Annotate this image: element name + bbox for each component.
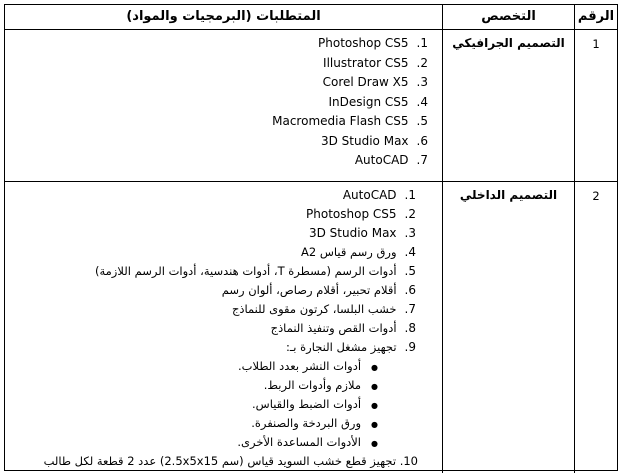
- bullet-icon: ●: [371, 401, 378, 410]
- item-text: أدوات القص وتنفيذ النماذج: [270, 321, 397, 335]
- row2-requirements-cell: 1. AutoCAD 2. Photoshop CS5 3. 3D Studio…: [5, 182, 442, 473]
- item-text: 3D Studio Max: [308, 226, 397, 240]
- bullet-item: ● ورق البردخة والصنفرة.: [9, 416, 378, 435]
- bullet-item: ● أدوات النشر بعدد الطلاب.: [9, 359, 378, 378]
- item-text: Photoshop CS5: [318, 36, 409, 50]
- bullet-item: ● الأدوات المساعدة الأخرى.: [9, 435, 378, 454]
- item-text: AutoCAD: [342, 188, 397, 202]
- bullet-text: أدوات النشر بعدد الطلاب.: [238, 359, 362, 373]
- item-number: 7.: [416, 153, 428, 167]
- item-number: 5.: [416, 114, 428, 128]
- item-number: 1.: [416, 36, 428, 50]
- requirement-item: 6. أقلام تحبير، أقلام رصاص، ألوان رسم: [9, 283, 416, 302]
- bullet-text: ورق البردخة والصنفرة.: [251, 416, 362, 430]
- row1-number: 1: [574, 30, 617, 181]
- row2-specialization: التصميم الداخلي: [442, 182, 574, 473]
- item-text: AutoCAD: [354, 153, 409, 167]
- item-number: 2.: [416, 55, 428, 70]
- item-number: 5.: [404, 264, 416, 278]
- header-cell-specialization: التخصص: [442, 5, 574, 29]
- item-text: أدوات الرسم (مسطرة T، أدوات هندسية، أدوا…: [95, 264, 397, 278]
- table-row-graphic-design: 1 التصميم الجرافيكي 1. Photoshop CS5 2. …: [5, 30, 617, 182]
- item-text: ورق رسم قياس A2: [300, 245, 397, 259]
- item-number: 3.: [404, 226, 416, 240]
- bullet-icon: ●: [371, 420, 378, 429]
- requirement-item: 8. أدوات القص وتنفيذ النماذج: [9, 321, 416, 340]
- item-text: أقلام تحبير، أقلام رصاص، ألوان رسم: [221, 283, 397, 297]
- item-text: تجهيز مشغل النجارة بـ:: [286, 340, 397, 354]
- bullet-item: ● أدوات الضبط والقياس.: [9, 397, 378, 416]
- requirement-item-10: 10. تجهيز قطع خشب السويد قياس ‪(2.5x5x15…: [43, 454, 418, 468]
- requirement-item: 7. خشب البلسا، كرتون مقوى للنماذج: [9, 302, 416, 321]
- bullet-text: الأدوات المساعدة الأخرى.: [237, 435, 362, 449]
- requirement-item: 2. Photoshop CS5: [9, 207, 416, 226]
- item-text: Corel Draw X5: [322, 75, 409, 89]
- bullet-icon: ●: [371, 439, 378, 448]
- item-number: 2.: [404, 207, 416, 221]
- bullet-icon: ●: [371, 382, 378, 391]
- requirement-item: 5. Macromedia Flash CS5: [9, 114, 428, 134]
- requirements-table: الرقم التخصص المتطلبات (البرمجيات والموا…: [4, 4, 618, 473]
- bullet-text: ملازم وأدوات الربط.: [263, 378, 362, 392]
- header-cell-number: الرقم: [574, 5, 617, 29]
- requirement-item: 4. InDesign CS5: [9, 94, 429, 115]
- requirement-item: 7. AutoCAD: [9, 153, 428, 173]
- header-cell-requirements: المتطلبات (البرمجيات والمواد): [126, 9, 321, 24]
- requirement-item: 5. أدوات الرسم (مسطرة T، أدوات هندسية، أ…: [9, 264, 416, 283]
- row1-specialization: التصميم الجرافيكي: [442, 30, 574, 181]
- row1-requirements-cell: 1. Photoshop CS5 2. Illustrator CS5 3. C…: [5, 30, 442, 181]
- item-number: 9.: [404, 340, 416, 354]
- item-text: 3D Studio Max: [320, 133, 409, 148]
- bullet-icon: ●: [371, 363, 378, 372]
- requirement-item: 3. 3D Studio Max: [9, 226, 416, 245]
- requirement-item: 1. Photoshop CS5: [9, 36, 428, 56]
- requirement-item: 3. Corel Draw X5: [9, 75, 428, 95]
- requirement-item: 4. ورق رسم قياس A2: [9, 245, 416, 264]
- item-number: 6.: [404, 283, 416, 297]
- item-number: 8.: [404, 321, 416, 335]
- table-row-interior-design: 2 التصميم الداخلي 1. AutoCAD 2. Photosho…: [5, 182, 617, 473]
- item-number: 6.: [416, 133, 428, 148]
- item-text: Photoshop CS5: [306, 207, 397, 221]
- row1-numbered-list: 1. Photoshop CS5 2. Illustrator CS5 3. C…: [9, 36, 434, 173]
- item-text: InDesign CS5: [328, 94, 409, 109]
- item-text: Illustrator CS5: [323, 55, 409, 70]
- item-number: 4.: [404, 245, 416, 259]
- requirement-item: 6. 3D Studio Max: [9, 134, 428, 154]
- item-number: 7.: [404, 302, 416, 316]
- requirement-item: 9. تجهيز مشغل النجارة بـ:: [9, 340, 416, 359]
- item-text: خشب البلسا، كرتون مقوى للنماذج: [231, 302, 397, 316]
- item-text: Macromedia Flash CS5: [272, 114, 409, 128]
- requirement-item: 1. AutoCAD: [9, 188, 416, 207]
- requirement-item: 2. Illustrator CS5: [9, 56, 428, 76]
- carpentry-bullet-list: ● أدوات النشر بعدد الطلاب. ● ملازم وأدوا…: [9, 359, 434, 454]
- item-number: 3.: [416, 75, 428, 89]
- bullet-item: ● ملازم وأدوات الربط.: [9, 378, 378, 397]
- row2-numbered-list: 1. AutoCAD 2. Photoshop CS5 3. 3D Studio…: [9, 188, 434, 359]
- item-number: 4.: [416, 94, 428, 109]
- bullet-text: أدوات الضبط والقياس.: [252, 397, 362, 411]
- table-header-row: الرقم التخصص المتطلبات (البرمجيات والموا…: [5, 5, 617, 30]
- item-number: 1.: [404, 188, 416, 202]
- row2-number: 2: [574, 182, 617, 473]
